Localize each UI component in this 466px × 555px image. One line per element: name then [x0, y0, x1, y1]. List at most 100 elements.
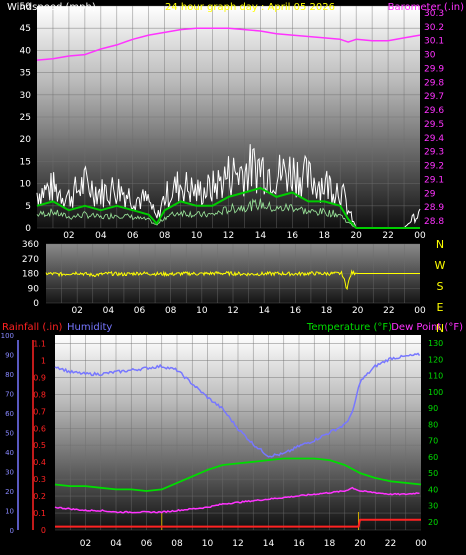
- dewpoint-axis-title: Dew Point (°F): [391, 322, 463, 333]
- dir-x-tick-22: 22: [383, 306, 394, 316]
- wind-direction-series-line: [45, 269, 420, 291]
- temp-x-tick-18: 18: [324, 539, 336, 549]
- temp-tick-90: 90: [428, 404, 438, 413]
- date-title: 24 hour graph day : April 05 2026: [165, 2, 335, 13]
- temp-x-tick-06: 06: [141, 539, 153, 549]
- compass-tick-N-4: N: [436, 322, 444, 335]
- baro-tick-29.2: 29.2: [424, 162, 444, 172]
- dewpoint-series-line: [54, 486, 420, 514]
- dir-x-tick-08: 08: [165, 306, 177, 316]
- baro-tick-28.9: 28.9: [424, 203, 444, 213]
- wind-tick-25: 25: [20, 113, 31, 123]
- wind-x-tick-18: 18: [319, 231, 331, 241]
- rain-tick-0.8: 0.8: [33, 390, 46, 399]
- temp-x-tick-20: 20: [354, 539, 366, 549]
- humidity-tick-30: 30: [5, 469, 14, 477]
- baro-tick-29.9: 29.9: [424, 64, 444, 74]
- humidity-tick-10: 10: [5, 508, 14, 516]
- temp-tick-40: 40: [428, 485, 438, 494]
- temperature-panel-series: [54, 352, 422, 530]
- temp-x-tick-16: 16: [293, 539, 305, 549]
- wind-tick-50: 50: [20, 2, 32, 12]
- humidity-tick-70: 70: [5, 391, 14, 399]
- temp-tick-80: 80: [428, 420, 438, 429]
- wind-tick-20: 20: [20, 135, 32, 145]
- humidity-tick-50: 50: [5, 430, 14, 438]
- dir-tick-90: 90: [28, 284, 40, 294]
- dir-x-tick-02: 02: [71, 306, 82, 316]
- rain-tick-1: 1: [41, 356, 46, 365]
- dir-tick-360: 360: [22, 240, 39, 250]
- rain-tick-0: 0: [41, 526, 46, 535]
- humidity-tick-90: 90: [5, 352, 14, 360]
- wind-tick-10: 10: [20, 180, 32, 190]
- dir-x-tick-10: 10: [196, 306, 208, 316]
- baro-tick-30.3: 30.3: [424, 9, 444, 19]
- baro-tick-30: 30: [424, 51, 436, 61]
- rainfall-axis-title: Rainfall (.in): [2, 322, 63, 333]
- rain-tick-0.4: 0.4: [33, 458, 46, 467]
- humidity-axis-title: Humidity: [67, 322, 112, 333]
- wind-tick-35: 35: [20, 69, 31, 79]
- rain-tick-0.2: 0.2: [33, 492, 46, 501]
- temp-tick-70: 70: [428, 437, 438, 446]
- dir-tick-270: 270: [22, 255, 39, 265]
- rain-tick-0.6: 0.6: [33, 424, 46, 433]
- wind-x-tick-22: 22: [382, 231, 393, 241]
- wind-panel-series: [36, 27, 421, 229]
- humidity-tick-40: 40: [5, 449, 14, 457]
- humidity-tick-20: 20: [5, 488, 14, 496]
- wind-tick-0: 0: [25, 224, 31, 234]
- temperature-axis-title: Temperature (°F): [306, 322, 392, 333]
- humidity-tick-80: 80: [5, 371, 14, 379]
- wind-axis-title: Windspeed (mph): [7, 2, 96, 13]
- dir-x-tick-00: 00: [414, 306, 426, 316]
- temp-tick-120: 120: [428, 355, 443, 364]
- wind-tick-15: 15: [20, 157, 31, 167]
- temp-tick-30: 30: [428, 502, 438, 511]
- barometer-axis-title: Barometer (.in): [388, 2, 464, 13]
- wind-tick-40: 40: [20, 46, 32, 56]
- dir-tick-180: 180: [22, 270, 39, 280]
- rain-tick-0.9: 0.9: [33, 373, 46, 382]
- temp-tick-60: 60: [428, 453, 438, 462]
- humidity-tick-60: 60: [5, 410, 14, 418]
- wind-x-tick-16: 16: [287, 231, 299, 241]
- wind-x-tick-14: 14: [255, 231, 267, 241]
- compass-tick-S-2: S: [437, 280, 444, 293]
- temp-x-tick-00: 00: [415, 539, 427, 549]
- baro-tick-29.5: 29.5: [424, 120, 444, 130]
- compass-tick-N-0: N: [436, 238, 444, 251]
- baro-tick-29: 29: [424, 189, 436, 199]
- humidity-series-line: [54, 352, 421, 458]
- wind-x-tick-06: 06: [127, 231, 139, 241]
- baro-tick-29.1: 29.1: [424, 175, 444, 185]
- baro-tick-29.6: 29.6: [424, 106, 444, 116]
- temp-x-tick-08: 08: [171, 539, 183, 549]
- baro-tick-29.3: 29.3: [424, 148, 444, 158]
- dir-tick-0: 0: [33, 299, 39, 309]
- temp-x-tick-14: 14: [263, 539, 275, 549]
- dir-x-tick-14: 14: [258, 306, 270, 316]
- rain-tick-0.5: 0.5: [33, 441, 46, 450]
- temp-tick-100: 100: [428, 388, 443, 397]
- compass-tick-W-1: W: [435, 259, 446, 272]
- temperature-series-line: [54, 457, 422, 492]
- wind-tick-30: 30: [20, 91, 32, 101]
- compass-tick-E-3: E: [437, 301, 444, 314]
- baro-tick-29.4: 29.4: [424, 134, 444, 144]
- axis-tick-labels: 0510152025303540455028.828.92929.129.229…: [1, 2, 446, 549]
- temp-tick-20: 20: [428, 518, 438, 527]
- wind-x-tick-08: 08: [159, 231, 171, 241]
- dir-x-tick-16: 16: [290, 306, 302, 316]
- temp-x-tick-02: 02: [80, 539, 91, 549]
- baro-tick-30.1: 30.1: [424, 37, 444, 47]
- humidity-tick-0: 0: [10, 527, 14, 535]
- temp-x-tick-10: 10: [202, 539, 214, 549]
- rainfall-series-line: [55, 518, 421, 528]
- wind-x-tick-10: 10: [191, 231, 203, 241]
- temp-tick-110: 110: [428, 372, 443, 381]
- average-windspeed-series-line: [36, 187, 420, 229]
- rain-tick-1.1: 1.1: [33, 339, 46, 348]
